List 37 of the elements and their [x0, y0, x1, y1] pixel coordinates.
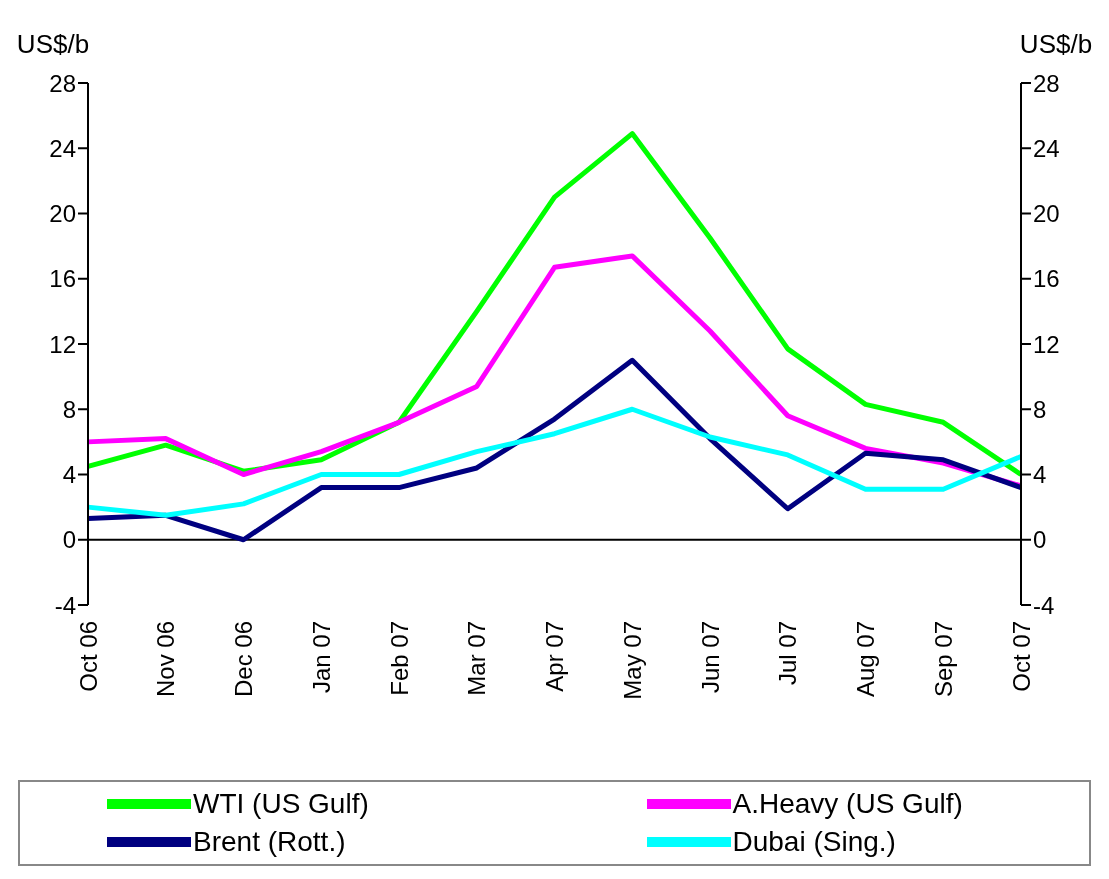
y-tick-label: 16 [49, 265, 76, 293]
x-tick-label: Mar 07 [463, 621, 491, 696]
legend-label: Dubai (Sing.) [732, 826, 896, 858]
y2-tick-label: 20 [1033, 200, 1060, 228]
y2-tick-label: 8 [1033, 395, 1047, 423]
y2-tick-label: -4 [1033, 591, 1055, 619]
y-tick-label: 8 [62, 395, 76, 423]
legend-label: Brent (Rott.) [193, 826, 346, 858]
x-tick-label: Jan 07 [307, 621, 335, 694]
x-tick-label: Jun 07 [696, 621, 724, 694]
y-tick-label: -4 [54, 591, 76, 619]
y-tick-label: 20 [49, 200, 76, 228]
x-tick-label: Oct 07 [1007, 621, 1035, 692]
legend-label: A.Heavy (US Gulf) [732, 788, 963, 820]
y-tick-label: 4 [62, 461, 76, 489]
y-tick-label: 28 [49, 69, 76, 97]
x-tick-label: Apr 07 [541, 621, 568, 692]
x-tick-label: Jul 07 [774, 621, 802, 686]
y-axis-title: US$/b [16, 29, 90, 59]
x-tick-label: Dec 06 [230, 621, 257, 698]
y2-tick-label: 16 [1033, 265, 1060, 293]
y-tick-label: 24 [49, 134, 76, 162]
y2-tick-label: 4 [1033, 461, 1047, 489]
x-tick-label: Feb 07 [385, 621, 413, 696]
y2-tick-label: 28 [1033, 69, 1060, 97]
y-tick-label: 0 [62, 526, 76, 554]
x-tick-label: Oct 06 [74, 621, 102, 692]
x-tick-label: Aug 07 [852, 621, 879, 698]
x-tick-label: May 07 [618, 621, 646, 700]
y2-axis-title: US$/b [1019, 29, 1093, 59]
x-tick-label: Nov 06 [152, 621, 180, 698]
y-tick-label: 12 [49, 330, 76, 358]
y2-tick-label: 0 [1033, 526, 1047, 554]
y2-tick-label: 12 [1033, 330, 1060, 358]
legend-label: WTI (US Gulf) [193, 788, 369, 820]
y2-tick-label: 24 [1033, 134, 1060, 162]
x-tick-label: Sep 07 [929, 621, 957, 698]
